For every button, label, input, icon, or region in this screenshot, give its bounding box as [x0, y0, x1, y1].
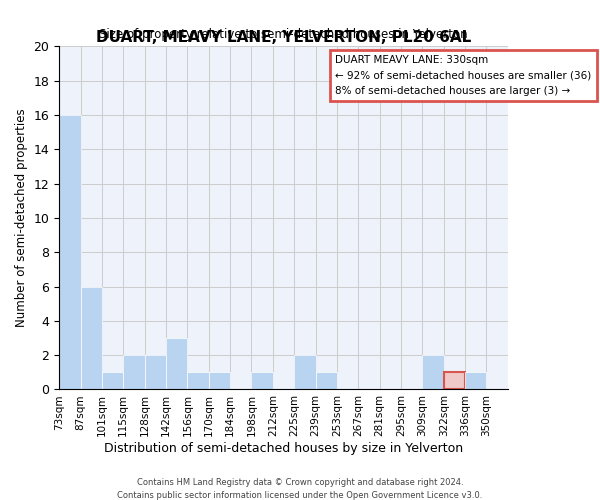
Text: Size of property relative to semi-detached houses in Yelverton: Size of property relative to semi-detach…: [99, 28, 468, 41]
Bar: [102, 372, 123, 390]
Bar: [251, 372, 273, 390]
X-axis label: Distribution of semi-detached houses by size in Yelverton: Distribution of semi-detached houses by …: [104, 442, 463, 455]
Bar: [59, 115, 80, 390]
Title: DUART, MEAVY LANE, YELVERTON, PL20 6AL: DUART, MEAVY LANE, YELVERTON, PL20 6AL: [96, 30, 471, 45]
Bar: [123, 355, 145, 390]
Bar: [187, 372, 209, 390]
Text: DUART MEAVY LANE: 330sqm
← 92% of semi-detached houses are smaller (36)
8% of se: DUART MEAVY LANE: 330sqm ← 92% of semi-d…: [335, 55, 592, 96]
Bar: [209, 372, 230, 390]
Y-axis label: Number of semi-detached properties: Number of semi-detached properties: [15, 108, 28, 327]
Text: Contains HM Land Registry data © Crown copyright and database right 2024.
Contai: Contains HM Land Registry data © Crown c…: [118, 478, 482, 500]
Bar: [145, 355, 166, 390]
Bar: [80, 286, 102, 390]
Bar: [465, 372, 487, 390]
Bar: [166, 338, 187, 390]
Bar: [422, 355, 443, 390]
Bar: [294, 355, 316, 390]
Bar: [443, 372, 465, 390]
Bar: [316, 372, 337, 390]
